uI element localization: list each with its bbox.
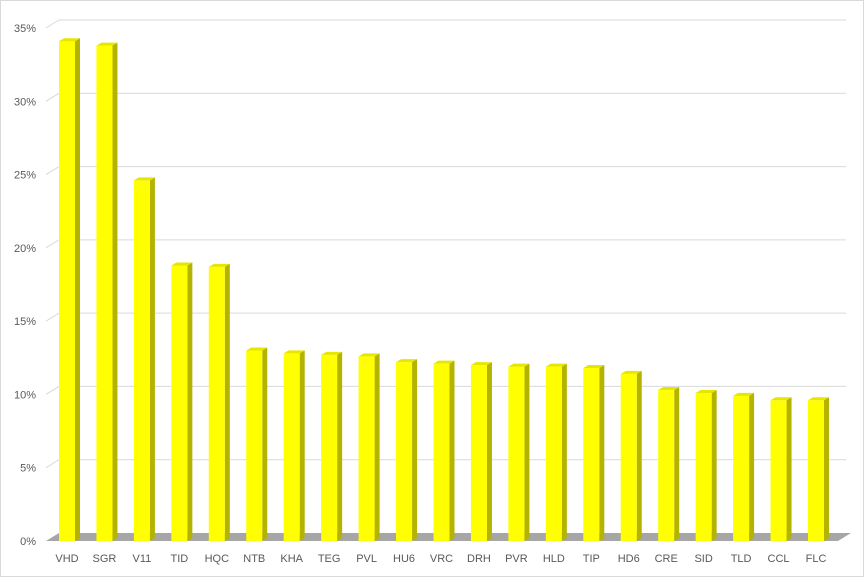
x-tick-label: VRC [430,553,453,565]
y-tick-label: 10% [14,389,36,401]
bar [133,180,150,542]
bar-side [486,362,492,541]
bar-top [695,389,717,393]
bar-top [396,359,418,363]
x-tick-label: VHD [55,553,78,565]
bar [283,353,300,541]
bar-side [224,263,230,541]
bar [358,356,375,541]
gridline [45,239,846,249]
bar-side [824,397,829,541]
gridline [45,19,846,29]
bar [770,400,787,541]
bar [545,366,562,541]
y-tick-label: 25% [14,170,36,182]
x-tick-label: CRE [655,553,678,565]
bar [658,390,675,541]
bar [733,395,750,541]
x-tick-label: KHA [280,553,303,565]
gridline [45,312,846,322]
bar-top [59,38,80,42]
bar [396,362,413,541]
x-tick-label: HQC [205,553,230,565]
bar [695,392,712,541]
bar-side [561,363,567,541]
bar [433,363,450,541]
bar-side [412,359,418,541]
x-tick-label: SGR [93,553,117,565]
y-tick-label: 0% [20,536,36,548]
bar-side [449,360,455,541]
bar-side [786,397,792,541]
x-tick-label: PVR [505,553,528,565]
bar-side [337,351,343,541]
x-tick-label: NTB [243,553,265,565]
bar [171,265,188,541]
bar-top [733,392,755,396]
bar-top [470,362,492,366]
x-tick-label: HU6 [393,553,415,565]
bar-top [808,397,829,401]
x-tick-label: PVL [356,553,377,565]
bar-top [321,351,343,355]
bar-side [75,38,80,541]
bar-top [246,347,268,351]
bar-side [149,177,155,542]
bar-top [133,177,155,181]
x-tick-label: HD6 [618,553,640,565]
bar-side [749,392,755,541]
x-tick-label: TID [170,553,188,565]
bar-side [636,370,642,541]
bar-top [171,262,193,266]
y-tick-label: 35% [14,23,36,35]
bar-top [283,350,305,354]
x-tick-label: CCL [768,553,790,565]
y-tick-label: 30% [14,96,36,108]
bar-side [299,350,305,541]
bar-side [674,387,680,541]
bar [620,373,637,541]
bar-top [96,42,118,46]
bar-top [358,353,380,357]
bar-top [770,397,792,401]
x-tick-label: V11 [133,553,152,565]
bar-top [433,360,455,364]
gridline [45,166,846,175]
bar [96,45,113,542]
y-tick-label: 5% [20,463,36,475]
bar-top [583,365,605,369]
bar-top [620,370,642,374]
x-tick-label: HLD [543,553,565,565]
gridline [45,92,846,102]
x-tick-label: FLC [806,553,827,565]
bar [321,354,338,541]
y-tick-label: 15% [14,316,36,328]
y-tick-label: 20% [14,243,36,255]
bar [246,350,263,541]
bar-side [711,389,717,541]
bar [470,365,487,541]
x-tick-label: SID [694,553,712,565]
bar-side [524,363,530,541]
bar-side [187,262,193,541]
bar-top [508,363,530,367]
x-tick-label: TEG [318,553,341,565]
x-tick-label: TIP [583,553,600,565]
bar-side [599,365,605,541]
bar [208,266,225,541]
bar-top [658,387,680,391]
bar [59,41,75,541]
bar-side [112,42,118,542]
bar-side [262,347,268,541]
bar-side [374,353,380,541]
x-tick-label: DRH [467,553,491,565]
bar-top [208,263,230,267]
x-tick-label: TLD [731,553,752,565]
bar-top [545,363,567,367]
bar [583,368,600,541]
bar [508,366,525,541]
bar [808,400,824,541]
